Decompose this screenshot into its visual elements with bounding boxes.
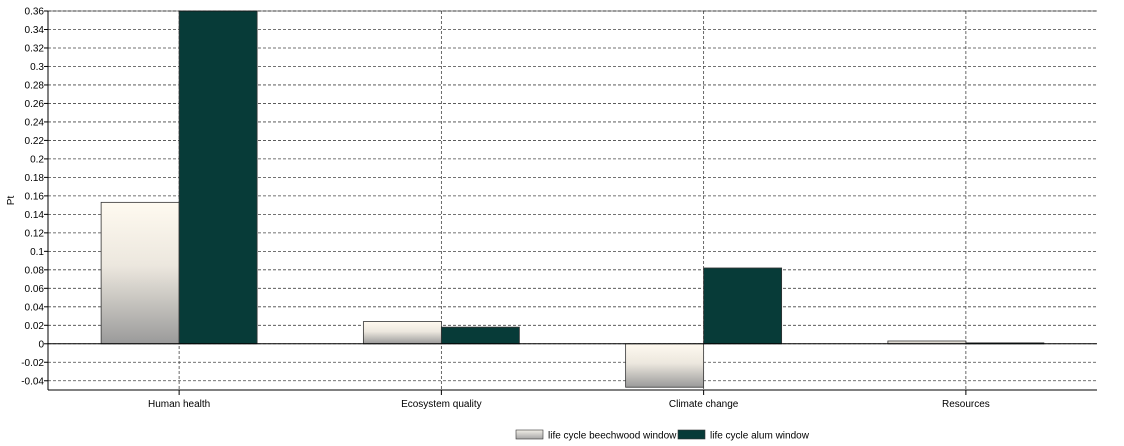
y-tick-label: 0.04 (25, 302, 45, 313)
y-tick-label: 0.26 (25, 99, 45, 110)
bars (100, 10, 1045, 388)
y-tick-label: 0.24 (25, 117, 45, 128)
y-axis-label: Pt (6, 196, 17, 206)
y-tick-label: 0.22 (25, 136, 45, 147)
x-category-label: Ecosystem quality (401, 399, 482, 410)
y-tick-label: -0.02 (21, 358, 44, 369)
y-tick-label: 0.12 (25, 228, 45, 239)
legend-swatch (677, 429, 706, 440)
bar-alum-human-health (178, 10, 258, 345)
bar-alum-climate-change (703, 267, 783, 345)
y-tick-label: 0.06 (25, 284, 45, 295)
y-tick-labels: 0.36 0.34 0.32 0.3 0.28 0.26 0.24 0.22 0.2 0.18 0.… (21, 7, 44, 388)
x-category-label: Human health (148, 399, 210, 410)
x-category-labels: Human health Ecosystem quality Climate cha… (148, 399, 990, 410)
y-tick-label: -0.04 (21, 376, 44, 387)
bar-alum-ecosystem-quality (440, 326, 520, 345)
y-tick-label: 0.3 (30, 62, 44, 73)
y-tick-label: 0.08 (25, 265, 45, 276)
y-tick-label: 0.1 (30, 247, 44, 258)
y-tick-label: 0.14 (25, 210, 45, 221)
y-tick-label: 0.18 (25, 173, 45, 184)
y-tick-label: 0.02 (25, 321, 45, 332)
axes (44, 10, 1097, 395)
legend-label: life cycle alum window (710, 431, 810, 442)
y-tick-label: 0.2 (30, 154, 44, 165)
y-tick-label: 0.34 (25, 25, 45, 36)
y-tick-label: 0.16 (25, 191, 45, 202)
bar-beechwood-climate-change (625, 343, 705, 388)
legend-swatch (515, 429, 544, 440)
legend-label: life cycle beechwood window (548, 431, 677, 442)
x-category-label: Climate change (669, 399, 739, 410)
y-tick-label: 0.36 (25, 7, 45, 18)
bar-beechwood-human-health (100, 201, 180, 345)
bar-beechwood-ecosystem-quality (362, 321, 442, 345)
legend: life cycle beechwood window life cycle al… (515, 429, 810, 442)
x-category-label: Resources (942, 399, 990, 410)
y-tick-label: 0 (38, 339, 44, 350)
y-tick-label: 0.32 (25, 43, 45, 54)
y-tick-label: 0.28 (25, 80, 45, 91)
